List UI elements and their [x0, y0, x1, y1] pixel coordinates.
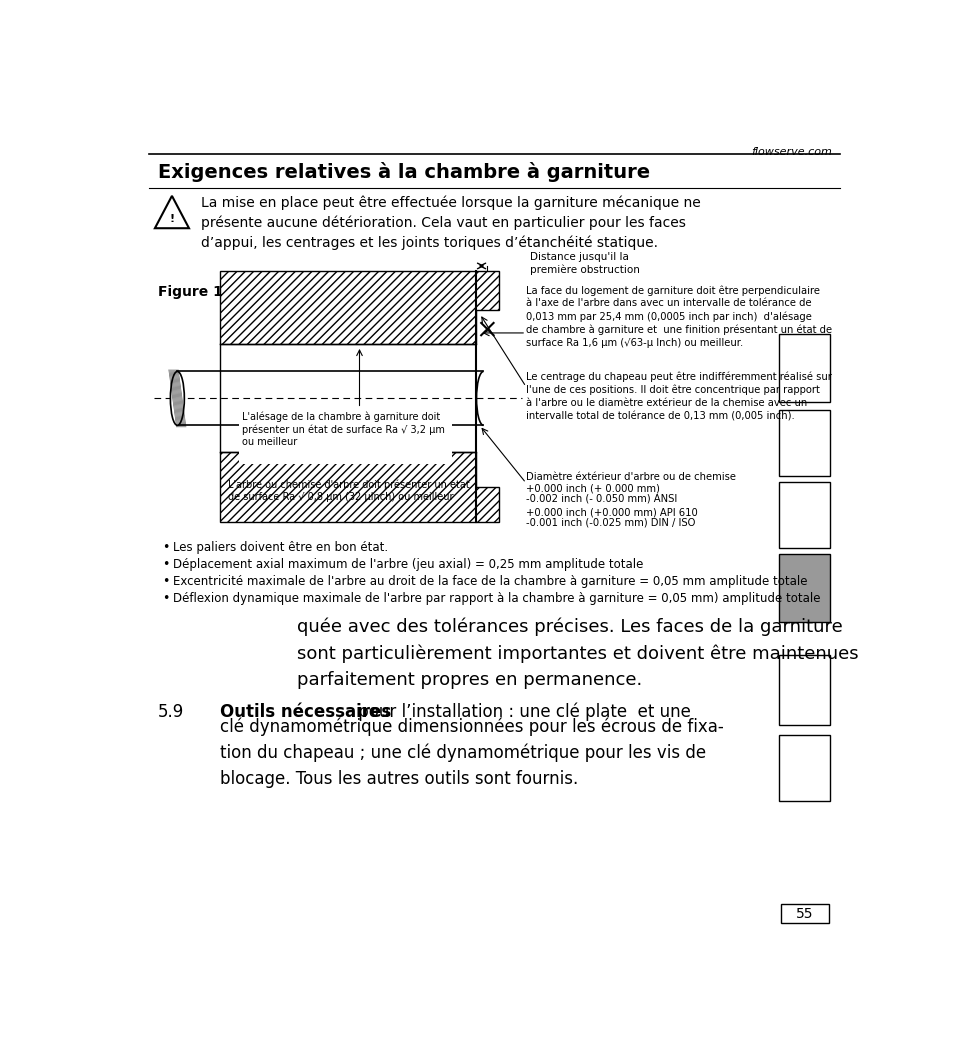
Ellipse shape — [171, 371, 184, 425]
Text: L'alésage de la chambre à garniture doit
présenter un état de surface Ra √ 3,2 µ: L'alésage de la chambre à garniture doit… — [241, 412, 444, 447]
Text: Diamètre éxtérieur d'arbre ou de chemise: Diamètre éxtérieur d'arbre ou de chemise — [525, 472, 736, 481]
Text: •: • — [162, 557, 169, 571]
Text: !: ! — [170, 214, 174, 224]
Bar — [779, 333, 829, 402]
Text: Distance jusqu'il la
première obstruction: Distance jusqu'il la première obstructio… — [530, 252, 639, 275]
Polygon shape — [154, 196, 189, 228]
Text: +0.000 inch (+ 0.000 mm): +0.000 inch (+ 0.000 mm) — [525, 483, 659, 493]
Bar — [779, 482, 829, 548]
Text: -0.001 inch (-0.025 mm) DIN / ISO: -0.001 inch (-0.025 mm) DIN / ISO — [525, 518, 695, 527]
Text: flowserve.com: flowserve.com — [751, 147, 831, 156]
Text: •: • — [162, 592, 169, 604]
Text: Déflexion dynamique maximale de l'arbre par rapport à la chambre à garniture = 0: Déflexion dynamique maximale de l'arbre … — [173, 592, 821, 604]
Text: L'arbre ou chemise d'arbre doit présenter un état
de surface Ra √ 0,8 µm (32 µIn: L'arbre ou chemise d'arbre doit présente… — [228, 479, 469, 502]
Bar — [779, 554, 829, 622]
Text: Outils nécessaires: Outils nécessaires — [220, 702, 391, 720]
Text: Figure 1: Figure 1 — [158, 286, 223, 299]
Text: Les paliers doivent être en bon état.: Les paliers doivent être en bon état. — [173, 541, 388, 554]
Text: -0.002 inch (- 0.050 mm) ANSI: -0.002 inch (- 0.050 mm) ANSI — [525, 494, 677, 504]
Text: clé dynamométrique dimensionnées pour les écrous de fixa-
tion du chapeau ; une : clé dynamométrique dimensionnées pour le… — [220, 717, 723, 788]
Text: quée avec des tolérances précises. Les faces de la garniture
sont particulièreme: quée avec des tolérances précises. Les f… — [297, 618, 859, 689]
Text: pour l’installation : une clé plate  et une: pour l’installation : une clé plate et u… — [353, 702, 691, 721]
Text: La mise en place peut être effectuée lorsque la garniture mécanique ne
présente : La mise en place peut être effectuée lor… — [200, 195, 700, 250]
Bar — [779, 735, 829, 800]
Text: 55: 55 — [796, 907, 813, 920]
Text: •: • — [162, 575, 169, 588]
Text: Exigences relatives à la chambre à garniture: Exigences relatives à la chambre à garni… — [158, 162, 649, 182]
Text: La face du logement de garniture doit être perpendiculaire
à l'axe de l'arbre da: La face du logement de garniture doit êt… — [525, 286, 831, 348]
Text: Déplacement axial maximum de l'arbre (jeu axial) = 0,25 mm amplitude totale: Déplacement axial maximum de l'arbre (je… — [173, 557, 643, 571]
Bar — [781, 904, 828, 923]
Bar — [239, 410, 452, 464]
Text: +0.000 inch (+0.000 mm) API 610: +0.000 inch (+0.000 mm) API 610 — [525, 507, 698, 518]
Text: Le centrage du chapeau peut être indifféremment réalisé sur
l'une de ces positio: Le centrage du chapeau peut être indiffé… — [525, 371, 831, 421]
Bar — [779, 654, 829, 725]
Bar — [779, 410, 829, 475]
Text: 5.9: 5.9 — [158, 702, 184, 720]
Text: •: • — [162, 541, 169, 554]
Text: Excentricité maximale de l'arbre au droit de la face de la chambre à garniture =: Excentricité maximale de l'arbre au droi… — [173, 575, 807, 588]
Polygon shape — [220, 452, 498, 522]
Polygon shape — [220, 271, 498, 345]
